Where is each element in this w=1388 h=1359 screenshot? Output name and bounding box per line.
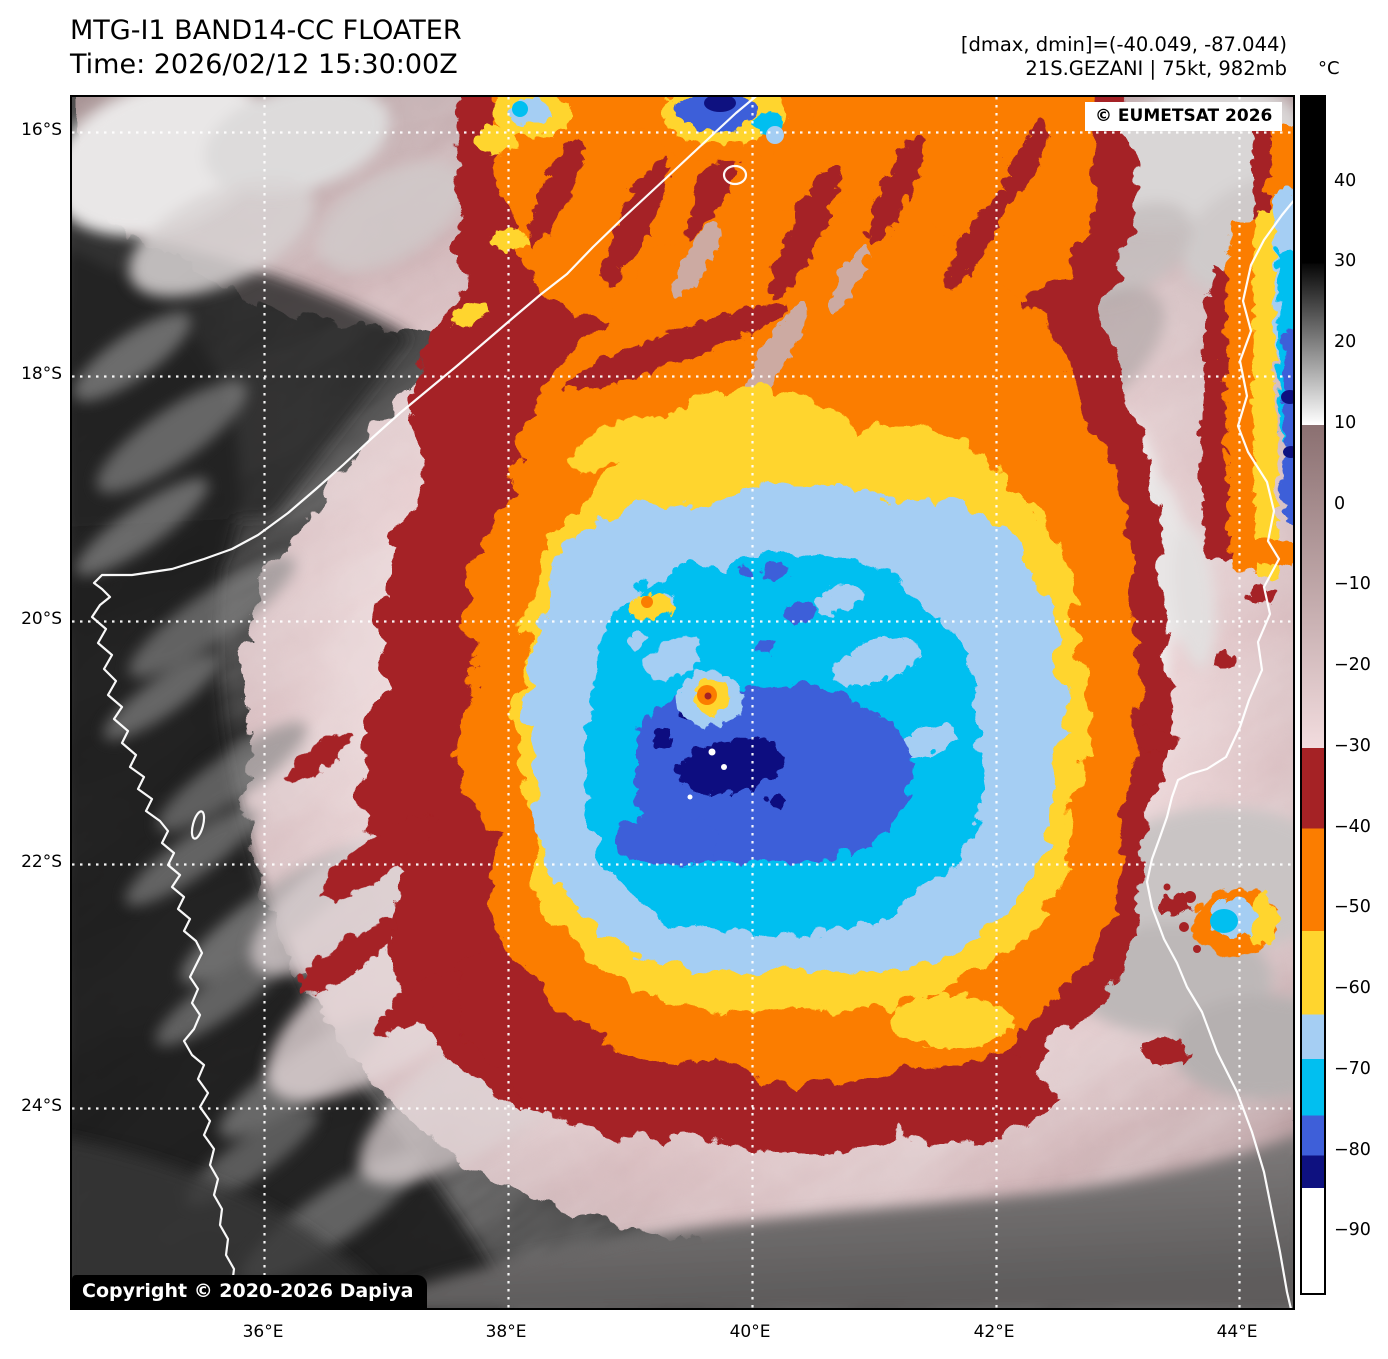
lat-label-18s: 18°S [21,364,62,384]
south-gray-mass [72,1135,1293,1308]
storm-mauve-gaps [668,220,864,393]
colorbar-tick-0: 40 [1334,170,1357,191]
colorbar-tick-6: −20 [1334,655,1371,676]
storm-eye [625,589,738,723]
annotation-block: [dmax, dmin]=(-40.049, -87.044) 21S.GEZA… [961,33,1287,81]
satellite-image [72,97,1293,1308]
colorbar-tick-5: −10 [1334,574,1371,595]
colorbar-tick-8: −40 [1334,816,1371,837]
cdo-royal-specks [735,559,810,649]
colorbar-tick-13: −90 [1334,1220,1371,1241]
copyright-badge: Copyright © 2020-2026 Dapiya [72,1275,428,1308]
lat-label-16s: 16°S [21,120,62,140]
eumetsat-credit-badge: © EUMETSAT 2026 [1085,102,1283,131]
madagascar-coastline [1145,199,1293,1308]
temperature-colorbar [1300,95,1326,1295]
colorbar-tick-1: 30 [1334,251,1357,272]
lon-label-38e: 38°E [485,1322,527,1342]
colorbar-tick-7: −30 [1334,735,1371,756]
lon-label-42e: 42°E [973,1322,1015,1342]
colorbar-tick-4: 0 [1334,493,1346,514]
coastal-island [190,810,206,840]
graticule-gridlines [72,97,1293,1308]
lat-label-20s: 20°S [21,609,62,629]
bottomright-mini-storm [1163,883,1275,953]
coastal-lagoon [722,164,748,186]
title-block: MTG-I1 BAND14-CC FLOATER Time: 2026/02/1… [70,14,462,82]
colorbar-unit-label: °C [1318,58,1340,79]
colorbar-tick-12: −80 [1334,1139,1371,1160]
dmax-dmin-readout: [dmax, dmin]=(-40.049, -87.044) [960,33,1287,56]
storm-core-navy [648,706,782,804]
lat-label-24s: 24°S [21,1096,62,1116]
cdo-lightblue-islands [622,582,952,753]
colorbar-tick-3: 10 [1334,412,1357,433]
lon-label-36e: 36°E [242,1322,284,1342]
lon-label-40e: 40°E [729,1322,771,1342]
colorbar-tick-9: −50 [1334,897,1371,918]
page-title: MTG-I1 BAND14-CC FLOATER [70,15,462,46]
colorbar-tick-2: 20 [1334,332,1357,353]
storm-info: 21S.GEZANI | 75kt, 982mb [1025,57,1287,80]
lat-label-22s: 22°S [21,852,62,872]
satellite-map: © EUMETSAT 2026 Copyright © 2020-2026 Da… [70,95,1295,1310]
colorbar-tick-10: −60 [1334,978,1371,999]
storm-core-coldest-white [687,748,727,800]
timestamp: Time: 2026/02/12 15:30:00Z [70,49,458,80]
lon-label-44e: 44°E [1216,1322,1258,1342]
colorbar-tick-11: −70 [1334,1058,1371,1079]
